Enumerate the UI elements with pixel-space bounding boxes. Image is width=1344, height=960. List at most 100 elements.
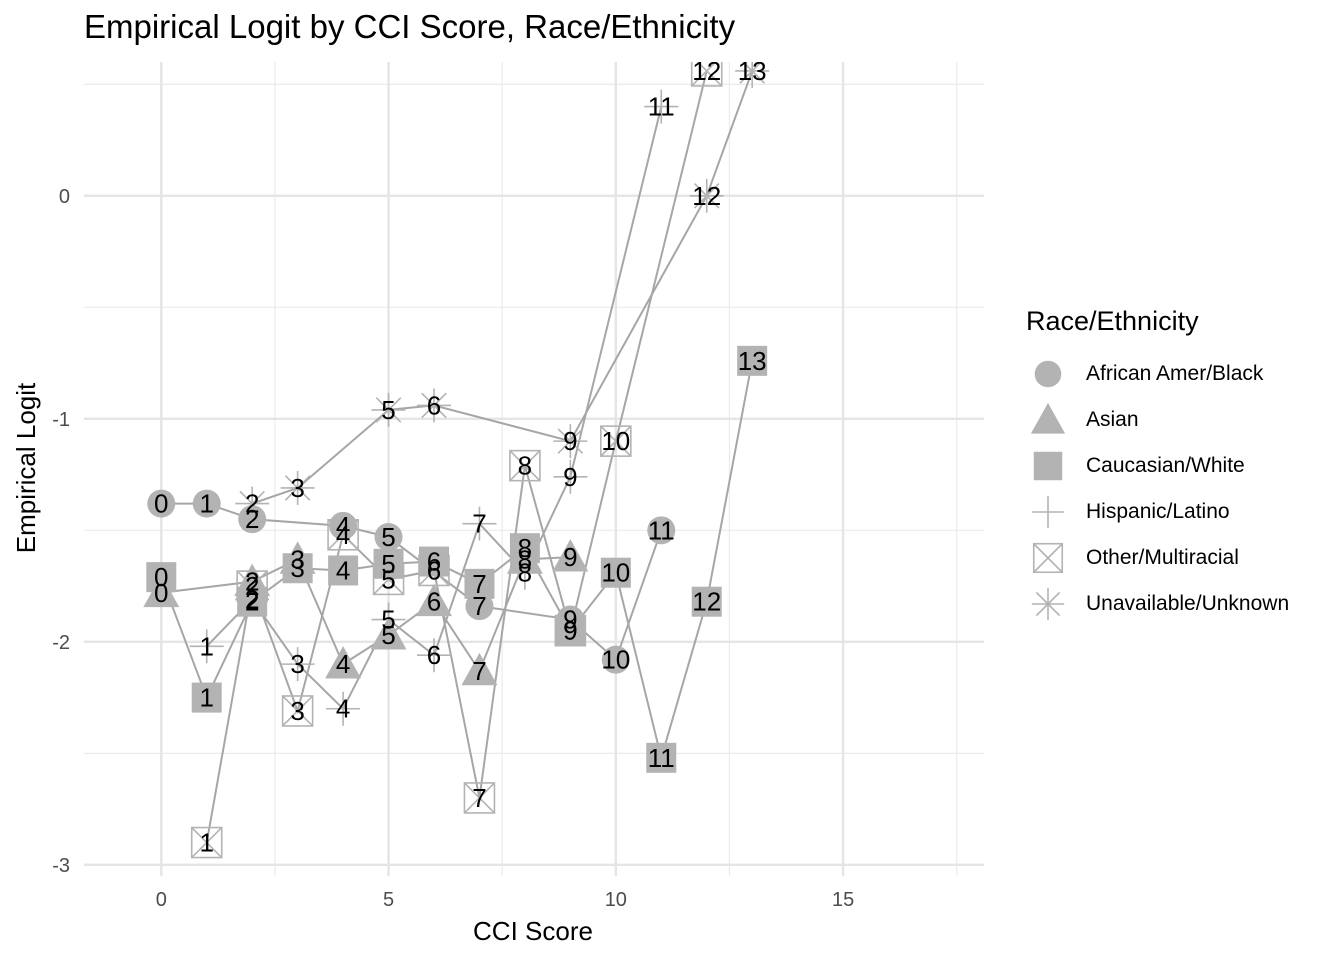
data-point-hispanic-latino xyxy=(644,89,679,124)
data-label-asian: 3 xyxy=(290,544,304,574)
data-label-caucasian-white: 1 xyxy=(199,683,213,713)
legend-label: Other/Multiracial xyxy=(1086,546,1239,569)
data-label-unavailable-unknown: 13 xyxy=(738,56,767,86)
data-point-caucasian-white xyxy=(146,562,177,593)
series-line-caucasian-white xyxy=(160,360,754,762)
x-tick-label: 5 xyxy=(383,889,394,911)
y-axis-title: Empirical Logit xyxy=(11,382,41,553)
data-point-other-multiracial xyxy=(690,62,723,87)
series-line-hispanic-latino xyxy=(206,106,663,711)
data-point-other-multiracial xyxy=(372,563,405,596)
data-label-asian: 2 xyxy=(245,567,259,597)
data-label-caucasian-white: 12 xyxy=(692,587,721,617)
data-point-hispanic-latino xyxy=(553,459,588,494)
data-label-asian: 8 xyxy=(518,544,532,574)
data-point-african-amer-black xyxy=(192,489,221,518)
data-point-other-multiracial xyxy=(190,826,223,859)
data-label-other-multiracial: 3 xyxy=(290,696,304,726)
data-point-hispanic-latino xyxy=(280,647,315,682)
legend-item-unavailable-unknown: Unavailable/Unknown xyxy=(1026,581,1289,627)
data-point-african-amer-black xyxy=(465,592,494,621)
data-label-caucasian-white: 7 xyxy=(472,569,486,599)
data-label-asian: 5 xyxy=(381,620,395,650)
data-label-african-amer-black: 1 xyxy=(199,489,213,519)
legend-label: Caucasian/White xyxy=(1086,454,1245,477)
data-label-asian: 0 xyxy=(154,578,168,608)
data-label-african-amer-black: 5 xyxy=(381,522,395,552)
data-point-caucasian-white xyxy=(600,557,631,588)
legend-item-asian: Asian xyxy=(1026,397,1289,443)
data-point-caucasian-white xyxy=(737,345,768,376)
data-label-hispanic-latino: 2 xyxy=(245,584,259,614)
legend-key-other-multiracial xyxy=(1032,542,1064,574)
data-label-caucasian-white: 3 xyxy=(290,553,304,583)
data-label-caucasian-white: 5 xyxy=(381,549,395,579)
data-label-african-amer-black: 2 xyxy=(245,504,259,534)
data-point-hispanic-latino xyxy=(507,555,542,590)
data-label-hispanic-latino: 6 xyxy=(427,640,441,670)
data-label-asian: 9 xyxy=(563,542,577,572)
data-point-caucasian-white xyxy=(646,742,677,773)
data-label-other-multiracial: 10 xyxy=(601,426,630,456)
data-label-unavailable-unknown: 2 xyxy=(245,489,259,519)
legend-item-other-multiracial: Other/Multiracial xyxy=(1026,535,1289,581)
data-point-caucasian-white xyxy=(191,682,222,713)
data-label-asian: 6 xyxy=(427,587,441,617)
data-label-other-multiracial: 8 xyxy=(518,451,532,481)
data-label-unavailable-unknown: 12 xyxy=(692,181,721,211)
legend-title: Race/Ethnicity xyxy=(1026,306,1199,336)
y-tick-label: -1 xyxy=(52,409,70,431)
data-label-caucasian-white: 13 xyxy=(738,346,767,376)
data-label-caucasian-white: 2 xyxy=(245,587,259,617)
data-label-african-amer-black: 7 xyxy=(472,591,486,621)
legend-items: African Amer/Black Asian Caucasian/White Hi… xyxy=(1026,351,1289,627)
data-label-hispanic-latino: 7 xyxy=(472,509,486,539)
x-tick-label: 15 xyxy=(832,889,854,911)
data-point-other-multiracial xyxy=(281,695,314,727)
data-label-caucasian-white: 0 xyxy=(154,562,168,592)
data-label-asian: 7 xyxy=(472,656,486,686)
data-label-hispanic-latino: 11 xyxy=(648,92,675,122)
x-tick-label: 0 xyxy=(156,889,167,911)
data-label-caucasian-white: 6 xyxy=(427,547,441,577)
data-label-asian: 4 xyxy=(336,649,350,679)
series-line-other-multiracial xyxy=(205,70,708,843)
data-label-other-multiracial: 5 xyxy=(381,564,395,594)
data-label-hispanic-latino: 8 xyxy=(518,558,532,588)
data-point-asian xyxy=(416,583,452,617)
legend-key-african-amer-black xyxy=(1034,360,1062,388)
data-label-other-multiracial: 1 xyxy=(199,828,213,858)
data-point-unavailable-unknown xyxy=(280,470,315,505)
legend-key-hispanic-latino xyxy=(1031,495,1065,529)
data-point-asian xyxy=(325,646,362,679)
legend-label: African Amer/Black xyxy=(1086,362,1264,385)
legend-item-african-amer-black: African Amer/Black xyxy=(1026,351,1289,397)
data-point-other-multiracial xyxy=(600,425,632,457)
x-axis-title: CCI Score xyxy=(473,916,593,946)
data-label-other-multiracial: 2 xyxy=(245,571,259,601)
data-point-other-multiracial xyxy=(554,614,587,647)
series-line-asian xyxy=(161,556,571,673)
data-label-african-amer-black: 10 xyxy=(601,645,630,675)
data-label-unavailable-unknown: 6 xyxy=(427,390,441,420)
data-label-hispanic-latino: 5 xyxy=(381,605,395,635)
data-label-caucasian-white: 8 xyxy=(518,533,532,563)
data-point-other-multiracial xyxy=(509,449,541,482)
major-gridlines xyxy=(84,62,984,876)
y-tick-label: -3 xyxy=(52,855,70,877)
data-point-other-multiracial xyxy=(418,554,450,587)
data-label-unavailable-unknown: 9 xyxy=(563,426,577,456)
data-point-asian xyxy=(461,652,498,686)
data-label-african-amer-black: 9 xyxy=(563,605,577,635)
data-point-other-multiracial xyxy=(463,782,496,814)
legend-key-asian xyxy=(1030,402,1066,434)
legend-item-hispanic-latino: Hispanic/Latino xyxy=(1026,489,1289,535)
legend-key-caucasian-white xyxy=(1033,451,1063,481)
y-tick-label: 0 xyxy=(59,186,70,208)
series-markers xyxy=(143,62,770,859)
data-point-unavailable-unknown xyxy=(235,486,270,521)
data-point-other-multiracial xyxy=(327,518,359,551)
data-point-caucasian-white xyxy=(691,586,722,617)
